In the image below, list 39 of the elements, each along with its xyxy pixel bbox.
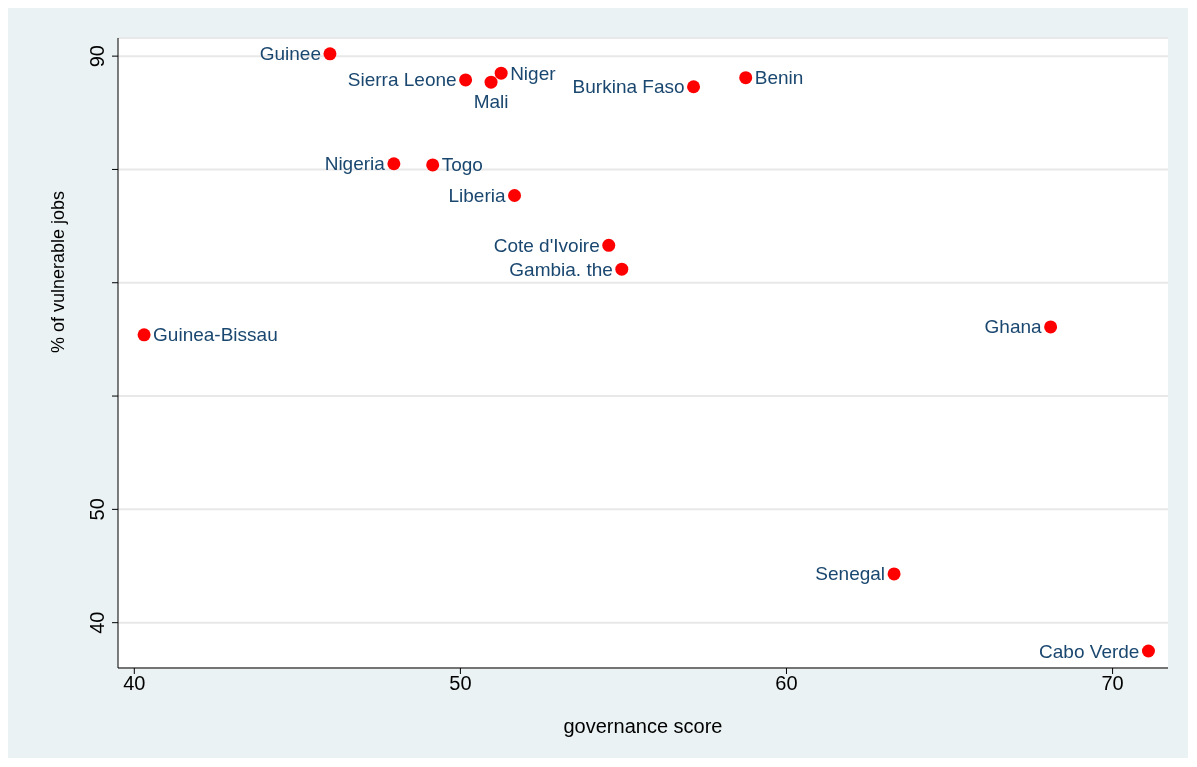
annotation: Burkina Faso [572, 76, 685, 98]
point [387, 157, 401, 171]
y-tick-label: 50 [86, 498, 108, 521]
annotation: Niger [510, 62, 557, 84]
annotation: Senegal [815, 563, 886, 585]
y-tick-label: 40 [86, 611, 108, 634]
x-tick-label: 70 [1101, 672, 1124, 695]
y-tick-label: 90 [86, 45, 108, 68]
annotation: Gambia. the [509, 258, 613, 280]
point [459, 73, 473, 87]
annotation: Guinea-Bissau [153, 324, 278, 346]
point [602, 238, 616, 252]
annotation: Cote d'Ivoire [493, 234, 600, 256]
point [1141, 644, 1155, 658]
x-tick-label: 40 [123, 672, 146, 695]
point [739, 71, 753, 85]
point [484, 75, 498, 89]
point [687, 80, 701, 94]
annotation: Guinee [259, 43, 321, 65]
annotation: Cabo Verde [1039, 640, 1140, 662]
point [426, 158, 440, 172]
annotation: Sierra Leone [347, 69, 457, 91]
x-axis-title: governance score [563, 715, 723, 737]
annotation: Mali [473, 91, 509, 113]
point [494, 66, 508, 80]
annotation: Nigeria [324, 153, 386, 175]
point [508, 189, 522, 202]
annotation: Togo [441, 154, 483, 176]
y-axis-title: % of vulnerable jobs [48, 190, 69, 353]
annotation: Benin [754, 67, 804, 89]
point [1044, 320, 1058, 334]
point [887, 567, 901, 581]
annotation: Ghana [984, 316, 1043, 338]
x-tick-label: 50 [449, 672, 472, 695]
point [615, 262, 629, 276]
x-tick-label: 60 [775, 672, 798, 695]
point [137, 328, 151, 342]
annotation: Liberia [448, 185, 506, 206]
point [323, 47, 337, 61]
